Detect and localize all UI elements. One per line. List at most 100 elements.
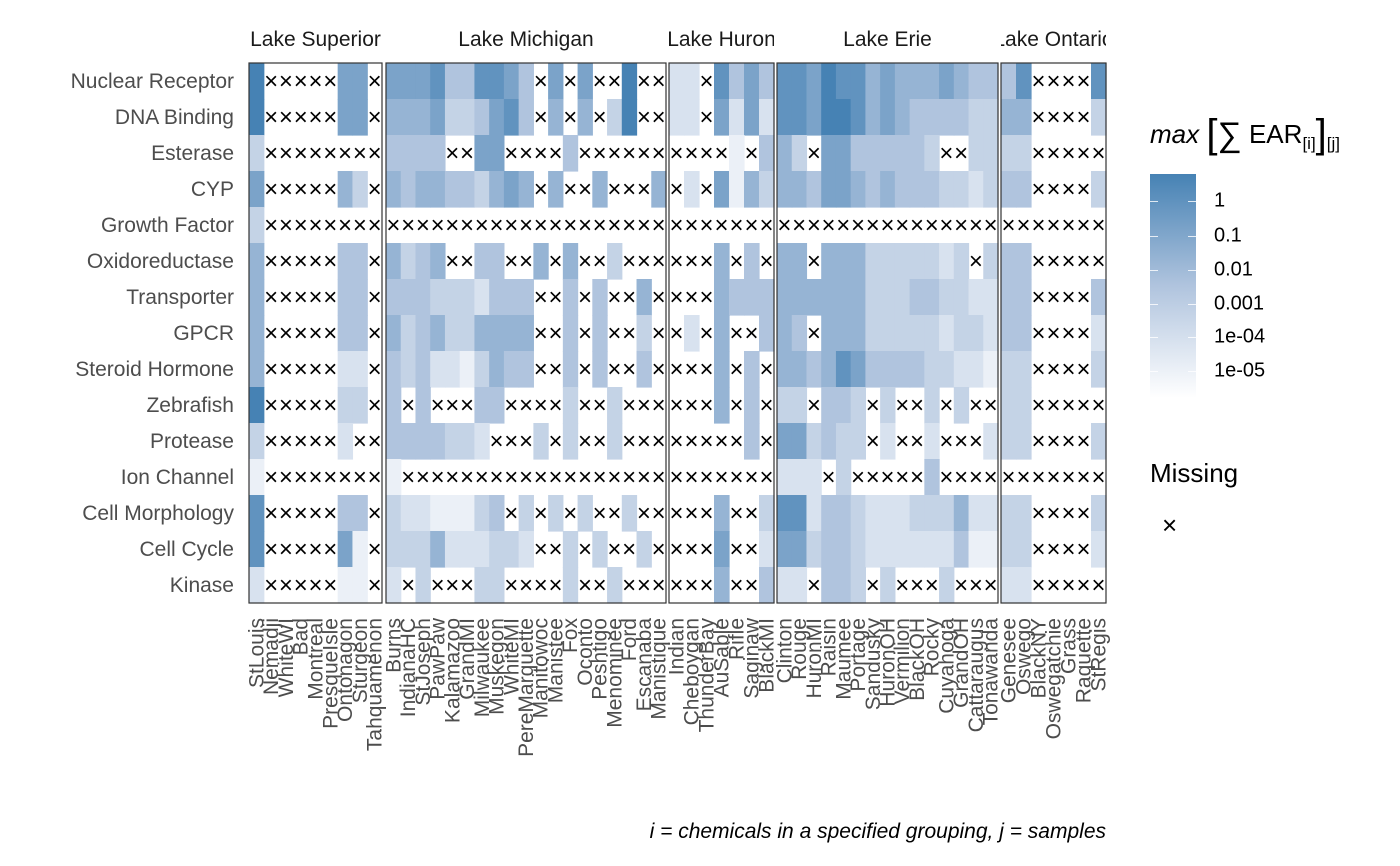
missing-marker: × — [323, 68, 337, 95]
heat-cell — [714, 279, 730, 316]
missing-marker: × — [519, 248, 533, 275]
heat-cell — [968, 531, 984, 568]
heat-cell — [744, 423, 760, 460]
heat-cell — [400, 171, 417, 208]
heat-cell — [909, 531, 925, 568]
missing-marker: × — [954, 212, 968, 239]
heat-cell — [939, 495, 955, 532]
heat-cell — [924, 279, 940, 316]
missing-marker: × — [578, 392, 592, 419]
missing-marker: × — [652, 356, 666, 383]
missing-marker: × — [669, 176, 683, 203]
missing-marker: × — [460, 212, 474, 239]
missing-marker: × — [714, 428, 728, 455]
site-label: Manistee — [544, 618, 567, 703]
heat-cell — [386, 351, 402, 388]
heat-cell — [850, 63, 866, 100]
missing-marker: × — [652, 248, 666, 275]
heat-cell — [791, 459, 808, 496]
missing-marker: × — [578, 284, 592, 311]
heat-cell — [474, 99, 490, 136]
missing-marker: × — [578, 176, 592, 203]
missing-marker: × — [1001, 212, 1015, 239]
missing-marker: × — [460, 572, 474, 599]
heat-cell — [386, 135, 402, 172]
heat-cell — [880, 63, 896, 100]
missing-marker: × — [954, 464, 968, 491]
site-label: Manitowoc — [530, 618, 553, 718]
missing-marker: × — [652, 392, 666, 419]
heat-cell — [894, 135, 911, 172]
missing-marker: × — [460, 248, 474, 275]
missing-marker: × — [684, 356, 698, 383]
missing-marker: × — [368, 320, 382, 347]
missing-marker: × — [1076, 464, 1090, 491]
heat-cell — [1016, 63, 1032, 100]
heat-cell — [909, 279, 925, 316]
heat-cell — [777, 495, 793, 532]
row-label: Protease — [150, 430, 234, 453]
missing-marker: × — [607, 536, 621, 563]
heat-cell — [821, 99, 837, 136]
missing-marker: × — [534, 356, 548, 383]
missing-marker: × — [578, 140, 592, 167]
missing-marker: × — [684, 500, 698, 527]
heat-cell — [821, 171, 837, 208]
heat-cell — [386, 63, 402, 100]
heat-cell — [791, 423, 808, 460]
heat-cell — [880, 315, 896, 352]
heat-cell — [577, 495, 593, 532]
missing-marker: × — [264, 356, 278, 383]
heat-cell — [415, 63, 431, 100]
heat-cell — [489, 531, 505, 568]
heat-cell — [924, 315, 940, 352]
missing-marker: × — [504, 572, 518, 599]
heat-cell — [562, 135, 579, 172]
heat-cell — [489, 351, 505, 388]
missing-marker: × — [622, 284, 636, 311]
missing-marker: × — [699, 320, 713, 347]
missing-marker: × — [925, 212, 939, 239]
heat-cell — [968, 495, 984, 532]
heat-cell — [489, 387, 505, 424]
heat-cell — [835, 171, 852, 208]
heat-cell — [400, 243, 417, 280]
missing-marker: × — [279, 536, 293, 563]
missing-marker: × — [969, 572, 983, 599]
site-label: Burns — [382, 618, 405, 673]
missing-marker: × — [563, 104, 577, 131]
row-label: Ion Channel — [121, 466, 234, 489]
missing-marker: × — [534, 176, 548, 203]
heat-cell — [474, 135, 490, 172]
heat-cell — [474, 243, 490, 280]
heat-cell — [430, 315, 446, 352]
heat-cell — [983, 135, 999, 172]
heat-cell — [352, 315, 368, 352]
missing-marker: × — [1091, 140, 1105, 167]
missing-marker: × — [323, 500, 337, 527]
missing-marker: × — [1061, 248, 1075, 275]
heat-cell — [894, 279, 911, 316]
legend-title-sub-i: [i] — [1302, 134, 1316, 154]
heat-cell — [850, 387, 866, 424]
missing-marker: × — [607, 320, 621, 347]
heat-cell — [806, 531, 822, 568]
missing-marker: × — [759, 212, 773, 239]
row-label: Kinase — [170, 574, 234, 597]
missing-marker: × — [1031, 140, 1045, 167]
heat-cell — [1016, 315, 1032, 352]
missing-marker: × — [504, 464, 518, 491]
heat-cell — [806, 423, 822, 460]
site-label: Tahquamenon — [364, 618, 387, 751]
heat-cell — [474, 279, 490, 316]
heat-cell — [880, 171, 896, 208]
missing-marker: × — [637, 500, 651, 527]
heat-cell — [894, 315, 911, 352]
site-label: Grass — [1058, 618, 1081, 674]
missing-marker: × — [368, 284, 382, 311]
missing-marker: × — [744, 320, 758, 347]
heat-cell — [1091, 63, 1107, 100]
missing-marker: × — [338, 140, 352, 167]
colorbar-tick-left — [1150, 304, 1158, 305]
heat-cell — [791, 63, 808, 100]
